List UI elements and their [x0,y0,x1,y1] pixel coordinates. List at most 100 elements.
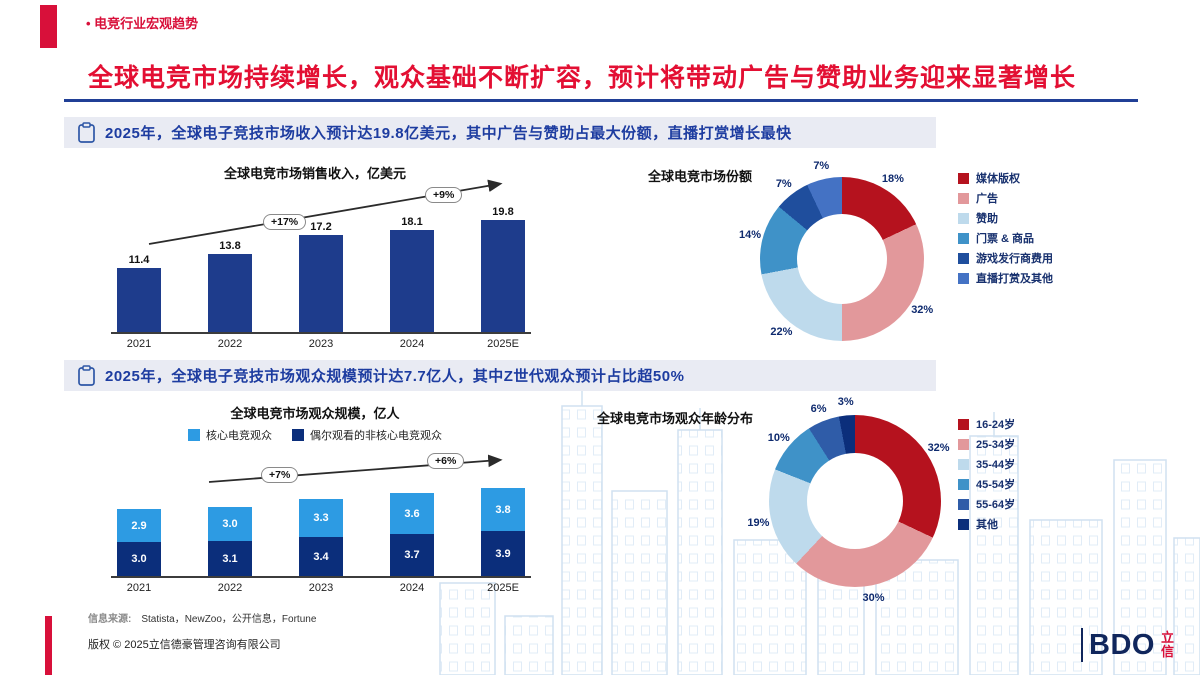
bar [299,235,343,332]
x-axis-label: 2021 [126,582,152,594]
bar-value-label: 3.0 [131,553,147,565]
bottom-left-accent-bar [45,616,52,675]
x-axis-label: 2025E [487,338,519,350]
bar-value-label: 11.4 [128,254,150,266]
donut-ring [769,415,941,587]
legend-swatch [958,172,969,184]
x-axis-labels: 2021 2022 2023 2024 2025E [111,582,531,594]
legend-label: 其他 [976,519,998,531]
bar-value-label: 17.2 [310,221,332,233]
legend-item: 16-24岁 [958,416,1015,432]
bar-value-label: 3.7 [404,549,420,561]
donut-slice-label: 6% [810,402,827,415]
legend-item: 45-54岁 [958,476,1015,492]
bar-plot: 11.4 13.8 17.2 18.1 19.8 [111,202,531,334]
legend-swatch [958,498,969,510]
legend-label: 游戏发行商费用 [976,253,1053,265]
legend-item: 直播打赏及其他 [958,270,1053,286]
x-axis-label: 2023 [308,582,334,594]
title-underline [64,99,1138,102]
legend-item: 广告 [958,190,1053,206]
bar-group: 2.9 3.0 [117,509,161,576]
bar-value-label: 3.8 [495,503,511,516]
legend-item: 赞助 [958,210,1053,226]
legend-swatch [958,212,969,224]
section-headline: 2025年，全球电子竞技市场观众规模预计达7.7亿人，其中Z世代观众预计占比超5… [105,368,685,385]
legend-swatch [958,192,969,204]
legend-label: 媒体版权 [976,173,1020,185]
legend-swatch [958,252,969,264]
donut-slice-label: 14% [738,229,762,242]
bar [117,268,161,332]
bar-plot: 2.9 3.0 3.0 3.1 3.3 3.4 3.6 3.7 3.8 3.9 [111,476,531,578]
market-share-donut-chart: 全球电竞市场份额 18% 32% 22% 14% 7% 7% 媒体版权 广告 赞助 门票 & 商… [600,160,1160,380]
legend-item: 偶尔观看的非核心电竞观众 [292,427,442,443]
bar [390,230,434,332]
x-axis-label: 2025E [487,582,519,594]
bar-segment: 3.7 [390,534,434,576]
audience-stacked-bar-chart: 全球电竞市场观众规模，亿人 核心电竞观众 偶尔观看的非核心电竞观众 +7% +6%… [85,398,545,603]
legend-label: 赞助 [976,213,998,225]
legend-swatch [958,232,969,244]
donut-slice-label: 7% [813,160,830,173]
legend-label: 直播打赏及其他 [976,273,1053,285]
legend-label: 35-44岁 [976,459,1016,471]
legend-label: 核心电竞观众 [206,430,272,442]
logo-divider [1080,628,1084,662]
clipboard-icon [78,122,95,143]
logo-wordmark: BDO [1089,628,1155,661]
chart-title: 全球电竞市场观众年龄分布 [596,411,753,426]
bar-group: 3.3 3.4 [299,499,343,576]
copyright: 版权 © 2025立信德豪管理咨询有限公司 [88,639,281,651]
bar-value-label: 3.9 [495,547,511,560]
bar-value-label: 2.9 [131,519,147,532]
legend-swatch [958,272,969,284]
bar-value-label: 18.1 [401,216,423,228]
legend-label: 45-54岁 [976,479,1016,491]
x-axis-label: 2022 [217,338,243,350]
donut-slice-label: 19% [747,516,770,529]
legend-item: 其他 [958,516,1015,532]
legend-item: 媒体版权 [958,170,1053,186]
page-title: 全球电竞市场持续增长，观众基础不断扩容，预计将带动广告与赞助业务迎来显著增长 [88,64,1077,92]
bar-value-label: 3.1 [222,552,238,565]
bdo-logo: BDO 立信 [1080,628,1176,662]
chart-title: 全球电竞市场份额 [647,169,752,184]
growth-label: +6% [427,453,465,469]
audience-legend: 核心电竞观众 偶尔观看的非核心电竞观众 [85,427,545,443]
legend-swatch [958,418,969,430]
top-left-accent-bar [40,5,57,48]
legend-label: 16-24岁 [976,419,1016,431]
bar-value-label: 3.0 [222,518,238,530]
growth-label: +9% [425,187,463,203]
chart-title: 全球电竞市场销售收入，亿美元 [223,166,406,181]
section-headline: 2025年，全球电子竞技市场收入预计达19.8亿美元，其中广告与赞助占最大份额，… [105,125,792,142]
x-axis-label: 2023 [308,338,334,350]
source-label: 信息来源: [88,614,132,625]
source-note: 信息来源: Statista，NewZoo，公开信息，Fortune [88,610,316,625]
age-distribution-donut-chart: 全球电竞市场观众年龄分布 32% 30% 19% 10% 6% 3% 16-24岁 25-3… [570,396,1160,618]
legend-swatch [958,478,969,490]
bar-group: 3.0 3.1 [208,507,252,576]
x-axis-labels: 2021 2022 2023 2024 2025E [111,338,531,350]
legend-item: 门票 & 商品 [958,230,1053,246]
logo-chinese: 立信 [1161,630,1175,659]
donut-slice-label: 7% [775,177,792,190]
donut-ring [760,177,924,341]
donut-slice-label: 32% [927,441,950,454]
donut-legend: 16-24岁 25-34岁 35-44岁 45-54岁 55-64岁 其他 [958,416,1015,532]
donut: 18% 32% 22% 14% 7% 7% [739,160,933,341]
donut-legend: 媒体版权广告赞助门票 & 商品游戏发行商费用 直播打赏及其他 [958,170,1053,286]
breadcrumb: • 电竞行业宏观趋势 [86,16,199,31]
legend-label: 广告 [976,193,998,205]
bar-segment: 3.0 [208,507,252,541]
bar [208,254,252,332]
donut-slice-label: 22% [770,326,793,339]
donut-slice-label: 32% [911,303,934,316]
legend-item: 游戏发行商费用 [958,250,1053,266]
growth-label: +17% [263,214,307,230]
bar-group: 18.1 [390,216,434,332]
donut-slice-label: 30% [862,592,885,605]
bar-group: 19.8 [481,206,525,332]
